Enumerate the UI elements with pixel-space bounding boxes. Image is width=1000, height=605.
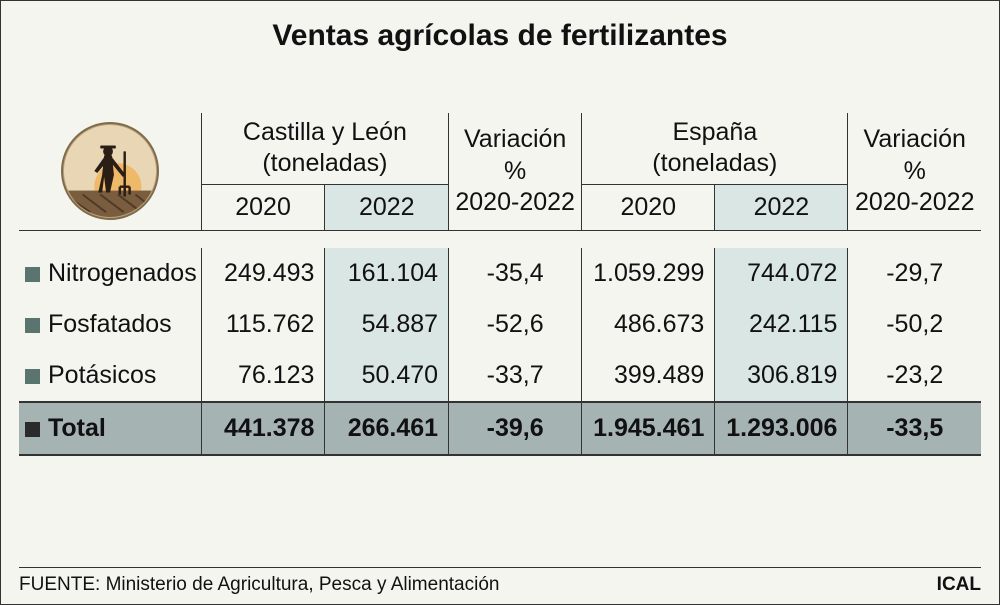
cell: 744.072 [715,248,848,299]
cell: 1.059.299 [582,248,715,299]
row-label: Fosfatados [48,310,172,338]
table-row: Nitrogenados 249.493 161.104 -35,4 1.059… [19,248,981,299]
footer: FUENTE: Ministerio de Agricultura, Pesca… [19,567,981,596]
cell: -33,5 [848,402,981,455]
cell: 242.115 [715,299,848,350]
brand: ICAL [937,574,981,596]
cell: -23,2 [848,350,981,402]
header-region1-unit: (toneladas) [262,149,387,177]
bullet-icon [25,267,40,282]
header-region1: Castilla y León [243,118,407,146]
row-label: Nitrogenados [48,259,197,287]
table-row: Potásicos 76.123 50.470 -33,7 399.489 30… [19,350,981,402]
row-label: Potásicos [48,361,156,389]
header-var2-l2: 2020-2022 [855,188,975,216]
source-prefix: FUENTE: [19,574,100,595]
header-cyl-2020: 2020 [201,184,325,230]
total-row: Total 441.378 266.461 -39,6 1.945.461 1.… [19,402,981,455]
bullet-icon [25,369,40,384]
cell: -29,7 [848,248,981,299]
cell: 76.123 [201,350,325,402]
cell: 115.762 [201,299,325,350]
farmer-icon [61,122,159,220]
spacer-row [19,230,981,248]
page-title: Ventas agrícolas de fertilizantes [19,19,981,53]
cell: -35,4 [449,248,582,299]
source-text: Ministerio de Agricultura, Pesca y Alime… [106,574,500,595]
cell: 441.378 [201,402,325,455]
bullet-icon [25,422,40,437]
cell: 399.489 [582,350,715,402]
cell: -52,6 [449,299,582,350]
bullet-icon [25,318,40,333]
cell: 1.293.006 [715,402,848,455]
cell: 266.461 [325,402,449,455]
cell: 1.945.461 [582,402,715,455]
header-region2: España [672,118,757,146]
header-esp-2020: 2020 [582,184,715,230]
header-cyl-2022: 2022 [325,184,449,230]
cell: 306.819 [715,350,848,402]
cell: 486.673 [582,299,715,350]
cell: 54.887 [325,299,449,350]
header-region2-unit: (toneladas) [652,149,777,177]
table-row: Fosfatados 115.762 54.887 -52,6 486.673 … [19,299,981,350]
cell: 249.493 [201,248,325,299]
data-table: Castilla y León (toneladas) Variación % … [19,113,981,456]
header-esp-2022: 2022 [715,184,848,230]
header-var1-l1: Variación % [464,125,566,184]
cell: 50.470 [325,350,449,402]
header-var1-l2: 2020-2022 [455,188,575,216]
cell: -50,2 [848,299,981,350]
cell: -33,7 [449,350,582,402]
cell: 161.104 [325,248,449,299]
header-var2-l1: Variación % [864,125,966,184]
cell: -39,6 [449,402,582,455]
total-label: Total [48,414,106,442]
